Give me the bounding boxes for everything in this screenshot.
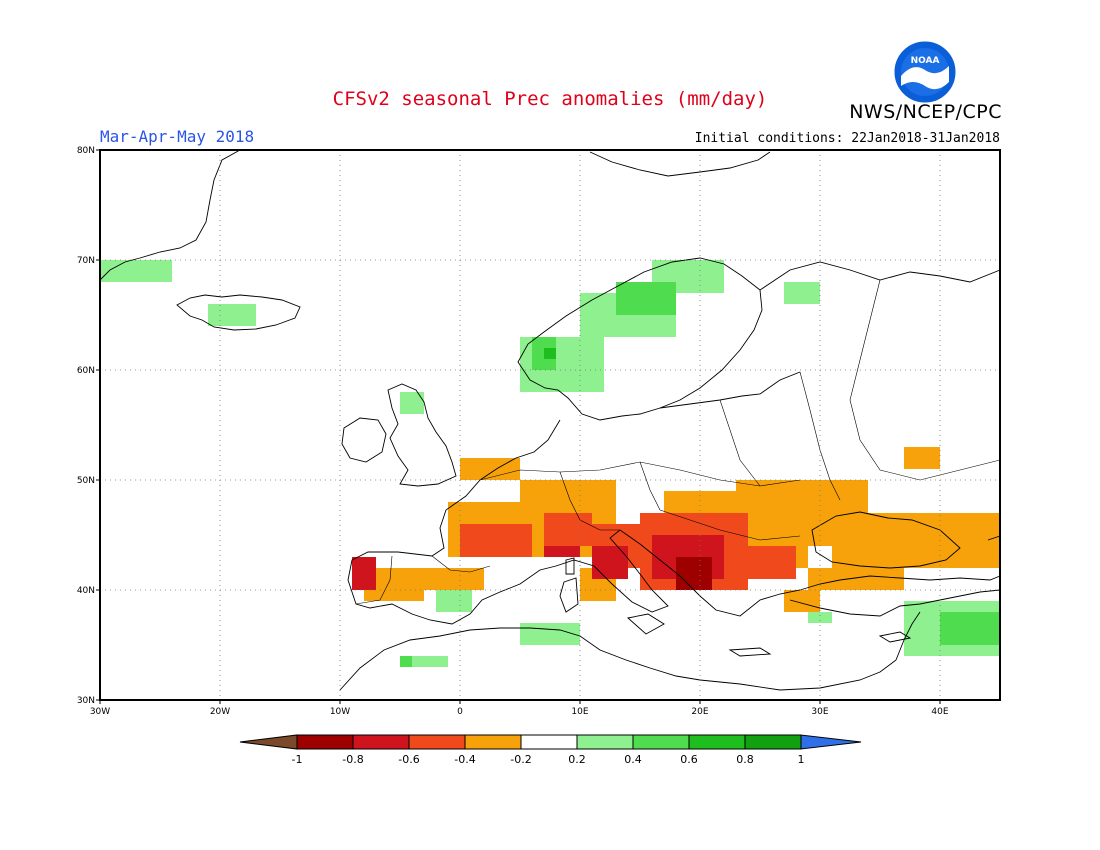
anomaly-region-9 <box>784 590 820 612</box>
anomaly-region-36 <box>940 612 1000 645</box>
lat-tick-label-5: 80N <box>77 146 95 156</box>
lon-tick-label-1: 20W <box>210 707 230 717</box>
colorbar-label-0: -1 <box>292 753 303 766</box>
colorbar-label-2: -0.6 <box>398 753 419 766</box>
colorbar-label-6: 0.4 <box>624 753 642 766</box>
lat-tick-label-0: 30N <box>77 696 95 706</box>
anomaly-region-27 <box>784 282 820 304</box>
anomaly-region-29 <box>436 590 472 612</box>
colorbar: -1 -0.8 -0.6 -0.4 -0.2 0.2 0.4 0.6 0.8 1 <box>239 734 862 766</box>
noaa-logo-icon: NOAA <box>893 40 957 104</box>
lat-tick-label-2: 50N <box>77 476 95 486</box>
colorbar-label-4: -0.2 <box>510 753 531 766</box>
lat-tick-label-3: 60N <box>77 366 95 376</box>
lon-tick-label-3: 0 <box>457 707 463 717</box>
anomaly-region-22 <box>100 260 172 282</box>
anomaly-region-37 <box>400 656 412 667</box>
colorbar-arrow-low <box>239 734 298 750</box>
anomaly-region-35 <box>616 282 676 315</box>
season-label: Mar-Apr-May 2018 <box>100 127 255 146</box>
lon-tick-label-5: 20E <box>691 707 708 717</box>
anomaly-region-17 <box>352 557 376 590</box>
anomaly-region-31 <box>400 656 448 667</box>
lon-tick-label-6: 30E <box>811 707 828 717</box>
anomaly-region-12 <box>460 524 532 557</box>
colorbar-segment-neg_0.2_0.4 <box>464 734 522 750</box>
colorbar-label-9: 1 <box>798 753 805 766</box>
anomaly-region-21 <box>676 557 712 590</box>
colorbar-segment-pos_0.6_0.8 <box>688 734 746 750</box>
colorbar-label-7: 0.6 <box>680 753 698 766</box>
colorbar-segment-pos_0.2_0.4 <box>576 734 634 750</box>
lon-tick-label-4: 10E <box>571 707 588 717</box>
map-frame <box>100 150 1000 700</box>
anomaly-region-18 <box>544 546 580 557</box>
colorbar-segment-neg_0.4_0.6 <box>408 734 466 750</box>
anomaly-region-15 <box>724 546 796 579</box>
anomaly-region-30 <box>520 623 580 645</box>
colorbar-label-8: 0.8 <box>736 753 754 766</box>
initial-conditions-label: Initial conditions: 22Jan2018-31Jan2018 <box>694 131 1000 146</box>
colorbar-label-5: 0.2 <box>568 753 586 766</box>
colorbar-segment-neg_0.6_0.8 <box>352 734 410 750</box>
anomaly-region-23 <box>208 304 256 326</box>
anomaly-region-2 <box>460 458 520 480</box>
gridlines <box>100 150 1000 700</box>
anomaly-region-4 <box>424 568 484 590</box>
agency-label: NWS/NCEP/CPC <box>849 101 1002 123</box>
anomaly-region-28 <box>400 392 424 414</box>
colorbar-label-1: -0.8 <box>342 753 363 766</box>
coastlines <box>99 149 1001 691</box>
anomaly-region-7 <box>832 513 1000 568</box>
anomaly-region-33 <box>808 612 832 623</box>
logo-text: NOAA <box>911 56 940 66</box>
lon-tick-label-0: 30W <box>90 707 110 717</box>
anomaly-region-16 <box>544 513 592 546</box>
anomaly-region-8 <box>808 568 904 590</box>
lon-tick-label-2: 10W <box>330 707 350 717</box>
colorbar-segment-near_zero <box>520 734 578 750</box>
lat-tick-label-1: 40N <box>77 586 95 596</box>
lon-tick-label-7: 40E <box>931 707 948 717</box>
colorbar-segment-pos_0.8_1 <box>744 734 802 750</box>
anomaly-layer <box>100 260 1000 667</box>
axis-labels: 30W 20W 10W 0 10E 20E 30E 40E 30N 40N 50N 60N 70N 80N <box>77 146 949 717</box>
map-border <box>99 149 1001 701</box>
colorbar-segment-neg_0.8_1 <box>296 734 354 750</box>
lat-tick-label-4: 70N <box>77 256 95 266</box>
colorbar-label-3: -0.4 <box>454 753 475 766</box>
colorbar-arrow-high <box>800 734 862 750</box>
colorbar-segment-pos_0.4_0.6 <box>632 734 690 750</box>
map-title: CFSv2 seasonal Prec anomalies (mm/day) <box>332 88 768 110</box>
anomaly-region-10 <box>904 447 940 469</box>
anomaly-region-19 <box>592 546 628 579</box>
anomaly-region-38 <box>544 348 556 359</box>
